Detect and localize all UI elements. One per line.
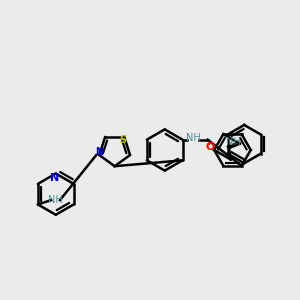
Text: N: N: [50, 173, 59, 183]
Text: NH: NH: [48, 195, 63, 205]
Text: O: O: [206, 142, 215, 152]
Text: NH: NH: [185, 133, 200, 143]
Text: S: S: [119, 135, 126, 145]
Text: N: N: [95, 147, 103, 157]
Text: NH: NH: [226, 137, 241, 147]
